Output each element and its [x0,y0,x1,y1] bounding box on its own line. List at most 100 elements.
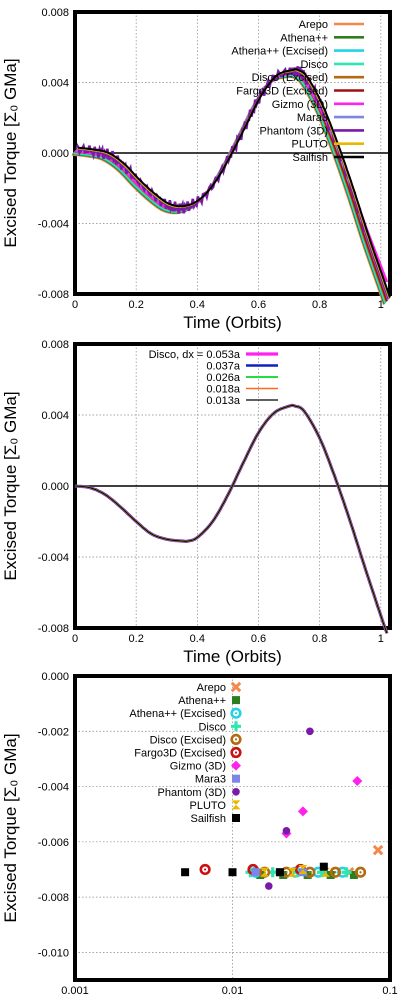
legend-label: Disco (Excised) [150,734,226,746]
ytick-label: -0.006 [38,837,69,849]
point-sailfish [181,868,190,877]
xtick-label: 1 [378,299,384,311]
legend-label: Phantom (3D) [158,787,226,799]
y-axis-label: Excised Torque [Σ₀ GMa] [1,391,20,580]
legend-marker [230,707,242,719]
panel-torque-vs-time-resolution: -0.008 -0.004 0.000 0.004 0.008 0 0.2 0.4 0.6 0.8… [1,339,392,666]
point-pluto [298,864,308,874]
legend-marker [231,721,241,732]
ytick-label: -0.004 [38,219,69,231]
point-arepo [372,844,384,856]
legend-label: PLUTO [292,139,329,151]
series-line-fargo3d-excised- [74,71,388,302]
legend-marker [232,774,240,783]
ytick-label: 0.000 [41,671,69,683]
point-mara3 [251,868,260,877]
ytick-label: -0.008 [38,892,69,904]
legend-label: 0.013a [206,395,241,407]
point-disco-excised [329,866,341,878]
legend-label: Athena++ [178,695,226,707]
series-line-mara3 [76,70,390,300]
point-pluto [260,867,270,877]
legend-marker-center [234,712,238,715]
ytick-label: 0.008 [41,339,69,351]
point-disco [341,867,352,878]
series-line-res-1 [74,403,389,634]
ytick-label: -0.008 [38,623,69,635]
point-disco-excised-center [334,871,337,874]
legend-label: Disco [198,721,226,733]
xtick-label: 0.2 [129,633,144,645]
series-line-arepo [71,75,385,305]
legend-label: Fargo3D (Excised) [236,86,328,98]
legend-label: Fargo3D (Excised) [134,748,226,760]
series-line-athena-excised- [73,74,387,304]
point-sailfish [228,868,237,877]
legend-marker [231,800,241,810]
panel-torque-vs-time-codes: -0.008 -0.004 0.000 0.004 0.008 0 0.2 0.4 0.6 0.8… [1,7,392,332]
series-line-athena- [72,74,386,305]
xtick-label: 0.6 [251,633,266,645]
ytick-label: 0.000 [41,481,69,493]
point-sailfish [319,862,328,871]
ytick-label: -0.010 [38,947,69,959]
point-fargo3d-excised-center [204,868,207,871]
point-sailfish [275,868,284,877]
xtick-label: 0.001 [61,985,89,997]
point-phantom-3d [282,826,291,835]
xtick-label: 0.1 [382,985,397,997]
legend-label: Athena++ (Excised) [129,708,226,720]
xtick-label: 0.8 [312,299,327,311]
ytick-label: -0.004 [38,782,69,794]
point-gizmo-3d [297,806,308,817]
x-axis-label: Time (Orbits) [183,647,282,666]
legend-label: Athena++ [280,32,328,44]
legend-label: Arepo [197,682,226,694]
point-pluto [287,867,297,877]
legend-marker [230,746,242,759]
point-phantom-3d [306,727,314,736]
legend-marker [230,733,242,746]
axes-frame [73,674,392,982]
xtick-label: 1 [378,633,384,645]
legend-label: Disco (Excised) [252,72,328,84]
xtick-label: 0.01 [222,985,243,997]
ytick-label: 0.004 [41,410,69,422]
xtick-label: 0.8 [312,633,327,645]
ytick-label: -0.008 [38,289,69,301]
point-fargo3d-excised [199,863,211,876]
legend-label: Arepo [299,19,328,31]
legend-label: Mara3 [297,112,328,124]
xtick-label: 0.6 [251,299,266,311]
panel-torque-vs-resolution: -0.010 -0.008 -0.006 -0.004 -0.002 0.000 0.001… [1,671,398,997]
legend-label: Gizmo (3D) [272,99,328,111]
series-line-disco [73,73,387,303]
series-line-res-2 [74,404,388,634]
xtick-label: 0 [72,633,78,645]
point-phantom-3d [264,882,273,890]
x-axis-label: Time (Orbits) [183,313,282,332]
legend-label: 0.018a [206,384,241,396]
legend-label: Athena++ (Excised) [231,46,328,58]
legend-label: Mara3 [195,774,226,786]
point-disco-excised-center [285,871,288,874]
legend-marker-center [234,751,238,754]
ytick-label: 0.004 [41,78,69,90]
point-gizmo-3d [352,776,363,787]
series-line-disco-excised- [74,72,388,303]
legend-label: Sailfish [293,152,328,164]
legend-marker-center [234,738,238,741]
series-line-res-3 [74,404,388,634]
legend-label: Sailfish [191,813,226,825]
xtick-label: 0.2 [129,299,144,311]
legend-label: PLUTO [190,800,227,812]
legend-marker [232,788,240,796]
legend-label: Phantom (3D) [260,125,328,137]
y-axis-label: Excised Torque [Σ₀ GMa] [1,733,20,922]
series-line-res-0 [74,403,389,634]
point-disco-excised [354,866,367,878]
legend-label: Disco [300,59,328,71]
ytick-label: 0.000 [41,148,69,160]
xtick-label: 0 [72,299,78,311]
